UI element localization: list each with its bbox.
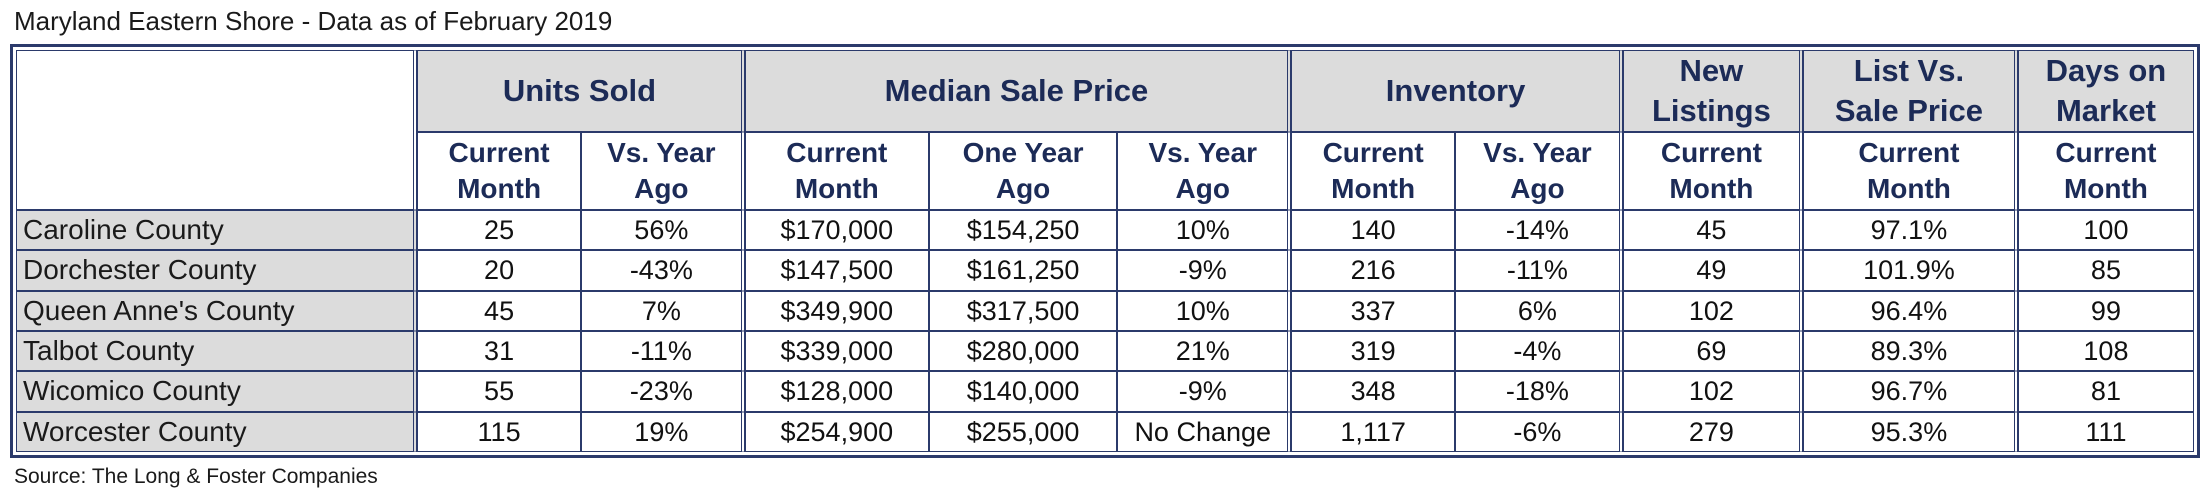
county-name-cell: Talbot County: [16, 330, 418, 372]
units-sold-cell: 25: [417, 210, 581, 251]
list-vs-sale-cell: 89.3%: [1802, 330, 2018, 372]
inventory-cell: 319: [1291, 330, 1455, 372]
new-listings-cell: 69: [1622, 330, 1803, 372]
table-row: Queen Anne's County 45 7% $349,900 $317,500 1…: [16, 290, 2194, 331]
days-on-market-cell: 111: [2017, 411, 2194, 452]
days-on-market-cell: 81: [2017, 371, 2194, 412]
subheader-vs-year-ago: Vs. Year Ago: [1117, 132, 1292, 210]
units-sold-cell: 31: [417, 330, 581, 372]
median-price-vs-year-cell: -9%: [1117, 250, 1292, 291]
list-vs-sale-cell: 97.1%: [1802, 210, 2018, 251]
inventory-vs-year-cell: -4%: [1455, 330, 1623, 372]
inventory-cell: 348: [1291, 371, 1455, 412]
header-list-vs-sale-price: List Vs. Sale Price: [1802, 50, 2018, 132]
subheader-current-month: Current Month: [1622, 132, 1803, 210]
list-vs-sale-cell: 101.9%: [1802, 250, 2018, 291]
subheader-current-month: Current Month: [417, 132, 581, 210]
units-vs-year-cell: -23%: [580, 371, 745, 412]
subheader-current-month: Current Month: [1802, 132, 2018, 210]
median-price-vs-year-cell: 21%: [1117, 330, 1292, 372]
new-listings-cell: 102: [1622, 290, 1803, 331]
list-vs-sale-cell: 96.4%: [1802, 290, 2018, 331]
median-price-prev-cell: $280,000: [928, 330, 1118, 372]
days-on-market-cell: 85: [2017, 250, 2194, 291]
inventory-cell: 140: [1291, 210, 1455, 251]
subheader-current-month: Current Month: [744, 132, 929, 210]
header-group-row: Units Sold Median Sale Price Inventory N…: [16, 50, 2194, 210]
inventory-vs-year-cell: -11%: [1455, 250, 1623, 291]
units-vs-year-cell: -11%: [580, 330, 745, 372]
median-price-prev-cell: $140,000: [928, 371, 1118, 412]
inventory-vs-year-cell: -14%: [1455, 210, 1623, 251]
subheader-one-year-ago: One Year Ago: [928, 132, 1118, 210]
market-data-table-frame: Units Sold Median Sale Price Inventory N…: [10, 44, 2200, 458]
table-row: Wicomico County 55 -23% $128,000 $140,000 -9%…: [16, 371, 2194, 412]
subheader-current-month: Current Month: [1291, 132, 1455, 210]
header-new-listings: New Listings: [1622, 50, 1803, 132]
county-name-cell: Dorchester County: [16, 250, 418, 291]
county-name-cell: Queen Anne's County: [16, 290, 418, 331]
new-listings-cell: 45: [1622, 210, 1803, 251]
table-row: Worcester County 115 19% $254,900 $255,000 No…: [16, 411, 2194, 452]
median-price-vs-year-cell: -9%: [1117, 371, 1292, 412]
new-listings-cell: 279: [1622, 411, 1803, 452]
units-vs-year-cell: 19%: [580, 411, 745, 452]
median-price-cell: $147,500: [744, 250, 929, 291]
table-body: Caroline County 25 56% $170,000 $154,250 10% 1…: [16, 210, 2194, 452]
header-median-sale-price: Median Sale Price: [744, 50, 1292, 132]
county-name-cell: Worcester County: [16, 411, 418, 452]
median-price-prev-cell: $161,250: [928, 250, 1118, 291]
county-name-cell: Caroline County: [16, 210, 418, 251]
median-price-vs-year-cell: 10%: [1117, 210, 1292, 251]
page-title: Maryland Eastern Shore - Data as of Febr…: [14, 6, 613, 36]
list-vs-sale-cell: 95.3%: [1802, 411, 2018, 452]
inventory-vs-year-cell: -18%: [1455, 371, 1623, 412]
units-vs-year-cell: -43%: [580, 250, 745, 291]
days-on-market-cell: 100: [2017, 210, 2194, 251]
source-note: Source: The Long & Foster Companies: [14, 465, 378, 488]
median-price-cell: $170,000: [744, 210, 929, 251]
median-price-cell: $349,900: [744, 290, 929, 331]
units-vs-year-cell: 56%: [580, 210, 745, 251]
county-name-cell: Wicomico County: [16, 371, 418, 412]
units-sold-cell: 20: [417, 250, 581, 291]
header-units-sold: Units Sold: [417, 50, 745, 132]
median-price-cell: $128,000: [744, 371, 929, 412]
inventory-cell: 216: [1291, 250, 1455, 291]
median-price-vs-year-cell: 10%: [1117, 290, 1292, 331]
list-vs-sale-cell: 96.7%: [1802, 371, 2018, 412]
inventory-cell: 337: [1291, 290, 1455, 331]
subheader-vs-year-ago: Vs. Year Ago: [1455, 132, 1623, 210]
units-sold-cell: 55: [417, 371, 581, 412]
header-days-on-market: Days on Market: [2017, 50, 2194, 132]
median-price-vs-year-cell: No Change: [1117, 411, 1292, 452]
table-row: Dorchester County 20 -43% $147,500 $161,250-…: [16, 250, 2194, 291]
inventory-cell: 1,117: [1291, 411, 1455, 452]
market-data-table: Units Sold Median Sale Price Inventory N…: [16, 50, 2194, 452]
median-price-cell: $254,900: [744, 411, 929, 452]
subheader-vs-year-ago: Vs. Year Ago: [580, 132, 745, 210]
units-vs-year-cell: 7%: [580, 290, 745, 331]
median-price-prev-cell: $255,000: [928, 411, 1118, 452]
header-sub-row: Current Month Vs. Year Ago Current Month On…: [16, 132, 2194, 210]
header-inventory: Inventory: [1291, 50, 1623, 132]
subheader-current-month: Current Month: [2017, 132, 2194, 210]
corner-cell: [16, 50, 418, 210]
median-price-prev-cell: $317,500: [928, 290, 1118, 331]
table-row: Caroline County 25 56% $170,000 $154,250 10% 1…: [16, 210, 2194, 251]
table-row: Talbot County 31 -11% $339,000 $280,000 21% 31…: [16, 330, 2194, 372]
inventory-vs-year-cell: 6%: [1455, 290, 1623, 331]
inventory-vs-year-cell: -6%: [1455, 411, 1623, 452]
units-sold-cell: 115: [417, 411, 581, 452]
new-listings-cell: 49: [1622, 250, 1803, 291]
new-listings-cell: 102: [1622, 371, 1803, 412]
median-price-prev-cell: $154,250: [928, 210, 1118, 251]
days-on-market-cell: 99: [2017, 290, 2194, 331]
median-price-cell: $339,000: [744, 330, 929, 372]
units-sold-cell: 45: [417, 290, 581, 331]
days-on-market-cell: 108: [2017, 330, 2194, 372]
